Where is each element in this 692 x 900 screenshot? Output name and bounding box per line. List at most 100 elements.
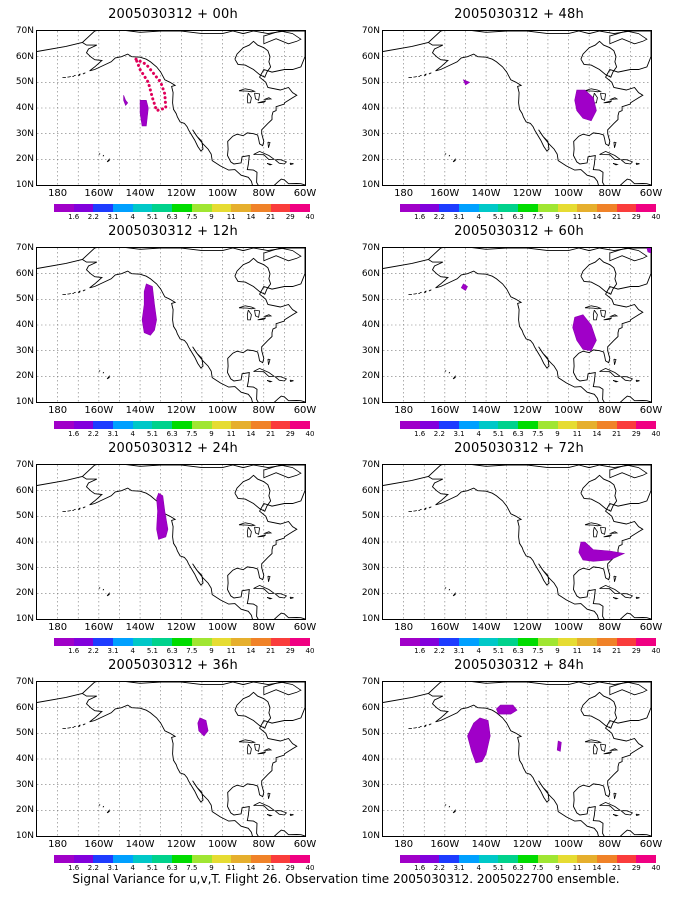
colorbar-label: 21 bbox=[266, 647, 276, 655]
lon-label: 60W bbox=[639, 188, 663, 199]
colorbar-labels: 1.6 2.2 3.1 4 5.1 6.3 7.5 9 11 14 21 29 40 bbox=[400, 213, 660, 223]
colorbar-segment bbox=[73, 855, 94, 863]
colorbar-segment bbox=[270, 421, 291, 429]
lat-label: 60N bbox=[15, 702, 34, 713]
island-outline bbox=[98, 370, 101, 372]
colorbar-label: 1.6 bbox=[414, 864, 426, 872]
colorbar-segment bbox=[191, 421, 212, 429]
colorbar-segment bbox=[498, 855, 519, 863]
island-outline bbox=[448, 805, 451, 808]
island-outline bbox=[266, 163, 273, 166]
lake-outline bbox=[254, 743, 261, 752]
colorbar-label: 5.1 bbox=[492, 430, 505, 438]
colorbar-label: 4 bbox=[476, 647, 481, 655]
map-area bbox=[382, 681, 652, 837]
island-outline bbox=[635, 813, 640, 816]
coastline bbox=[383, 31, 651, 185]
island-outline bbox=[267, 575, 271, 582]
colorbar-label: 21 bbox=[612, 430, 622, 438]
lake-outline bbox=[610, 531, 619, 534]
lake-outline bbox=[254, 92, 261, 101]
colorbar-label: 3.1 bbox=[107, 864, 119, 872]
hudson-bay-coastline bbox=[580, 474, 618, 512]
colorbar-label: 5.1 bbox=[146, 430, 159, 438]
lat-label: 70N bbox=[15, 677, 34, 687]
lat-label: 40N bbox=[15, 754, 34, 764]
colorbar-segment bbox=[172, 638, 192, 646]
lat-label: 40N bbox=[361, 103, 380, 113]
lat-label: 10N bbox=[15, 614, 34, 624]
colorbar-segment bbox=[93, 855, 114, 863]
colorbar bbox=[54, 421, 310, 429]
map-panel: 2005030312 + 84h 70N 60N 50N 40N 30N 20N 10N 180… bbox=[346, 651, 692, 872]
island-outline bbox=[613, 792, 617, 799]
lon-label: 100W bbox=[554, 839, 584, 850]
colorbar-label: 2.2 bbox=[87, 864, 99, 872]
lat-label: 30N bbox=[361, 345, 380, 356]
lon-label: 80W bbox=[598, 188, 622, 199]
colorbar-label: 9 bbox=[555, 864, 560, 872]
map-panel: 2005030312 + 36h 70N 60N 50N 40N 30N 20N 10N 180… bbox=[0, 651, 346, 872]
island-outline bbox=[98, 153, 101, 155]
colorbar-label: 5.1 bbox=[146, 213, 159, 221]
colorbar-label: 6.3 bbox=[512, 864, 524, 872]
lon-label: 140W bbox=[125, 839, 155, 850]
lon-label: 160W bbox=[84, 405, 114, 416]
colorbar-label: 5.1 bbox=[492, 647, 505, 655]
colorbar-segment bbox=[152, 638, 173, 646]
colorbar-segment bbox=[270, 204, 291, 212]
colorbar-segment bbox=[557, 638, 578, 646]
lat-label: 50N bbox=[15, 77, 34, 88]
island-outline bbox=[106, 375, 110, 380]
colorbar-segment bbox=[132, 204, 153, 212]
island-outline bbox=[263, 248, 302, 262]
colorbar-label: 2.2 bbox=[433, 213, 445, 221]
lake-outline bbox=[600, 526, 607, 535]
colorbar-segment bbox=[537, 421, 558, 429]
lake-outline bbox=[254, 309, 261, 318]
lake-outline bbox=[264, 531, 273, 534]
colorbar-segment bbox=[439, 855, 460, 863]
colorbar-segment bbox=[478, 855, 499, 863]
lake-outline bbox=[257, 751, 267, 755]
colorbar-segment bbox=[596, 421, 617, 429]
colorbar-label: 1.6 bbox=[414, 647, 426, 655]
lat-label: 20N bbox=[361, 154, 380, 165]
aleutian-islands bbox=[61, 506, 87, 513]
colorbar-segment bbox=[211, 638, 232, 646]
lon-label: 80W bbox=[598, 405, 622, 416]
lat-label: 40N bbox=[361, 320, 380, 330]
colorbar-segment bbox=[498, 204, 519, 212]
lat-label: 70N bbox=[361, 243, 380, 253]
coastline bbox=[383, 465, 651, 619]
colorbar-label: 14 bbox=[246, 864, 256, 872]
lon-label: 80W bbox=[598, 839, 622, 850]
flight-track bbox=[134, 57, 168, 113]
colorbar-segment bbox=[557, 421, 578, 429]
island-outline bbox=[106, 809, 110, 814]
colorbar-segment bbox=[419, 204, 440, 212]
colorbar-label: 21 bbox=[266, 213, 276, 221]
lon-label: 60W bbox=[293, 622, 317, 633]
colorbar-segment bbox=[616, 204, 637, 212]
lon-label: 60W bbox=[293, 839, 317, 850]
map-area bbox=[382, 30, 652, 186]
island-outline bbox=[452, 375, 456, 380]
coastline bbox=[37, 465, 305, 619]
map-svg bbox=[37, 465, 305, 619]
lon-label: 100W bbox=[208, 405, 238, 416]
colorbar-segment bbox=[270, 638, 291, 646]
colorbar-segment bbox=[459, 855, 479, 863]
island-outline bbox=[620, 593, 634, 599]
lat-label: 60N bbox=[361, 702, 380, 713]
lake-outline bbox=[592, 309, 598, 321]
colorbar bbox=[400, 855, 656, 863]
signal-variance-region bbox=[141, 283, 157, 336]
map-panel: 2005030312 + 12h 70N 60N 50N 40N 30N 20N 10N 180… bbox=[0, 217, 346, 438]
signal-variance-region bbox=[572, 314, 597, 352]
lon-label: 100W bbox=[554, 405, 584, 416]
colorbar bbox=[400, 421, 656, 429]
lake-outline bbox=[603, 534, 613, 538]
coastline bbox=[37, 31, 305, 185]
colorbar-segment bbox=[290, 638, 310, 646]
